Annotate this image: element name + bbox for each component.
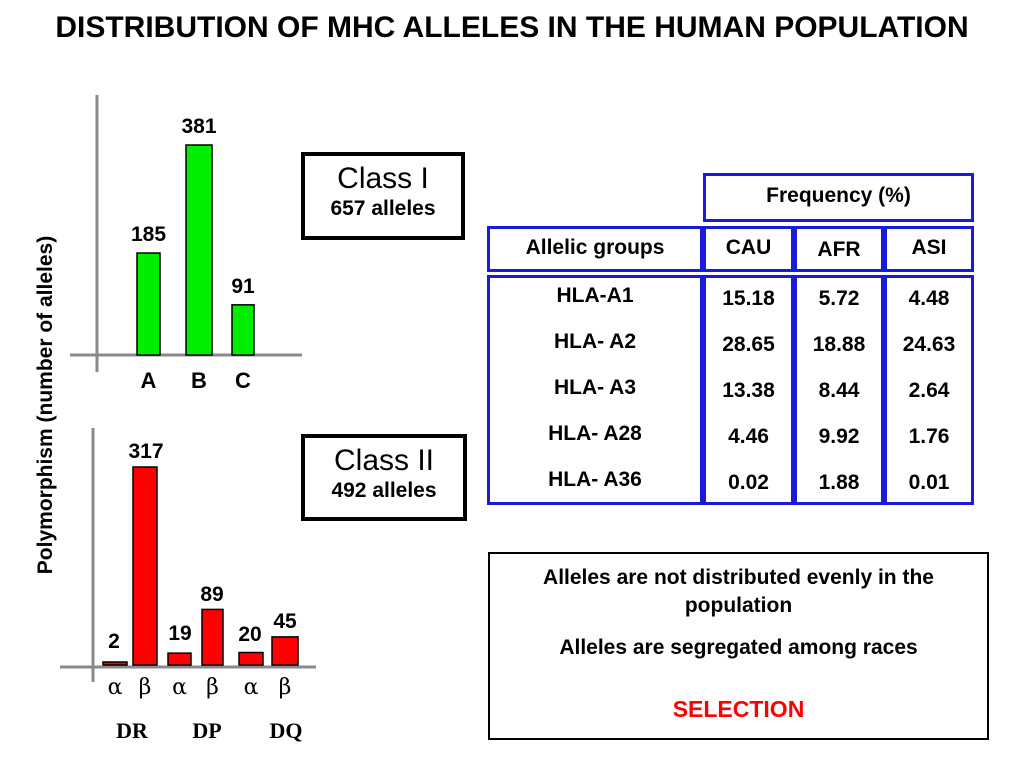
column-header-asi: ASI [911,236,947,259]
table-cell-cau: 28.65 [722,333,775,356]
bar-class2-4 [201,608,224,666]
table-cell-allelic-group: HLA- A2 [553,330,637,353]
data-label-class2-4: 89 [200,583,223,606]
header-cau-cell [703,226,794,272]
page-title: DISTRIBUTION OF MHC ALLELES IN THE HUMAN… [55,11,969,44]
note-segregated-races: Alleles are segregated among races [559,636,918,659]
table-cell-allelic-group: HLA- A28 [548,422,642,445]
notes-box: Alleles are not distributed evenly in th… [488,552,989,740]
data-label-class1-a: 185 [131,223,166,246]
table-cell-afr: 1.88 [818,471,860,494]
bar-class2-6 [271,636,299,666]
body-allelic-cell [487,275,703,505]
data-label-class2-6: 45 [273,610,297,633]
table-cell-asi: 4.48 [908,287,950,310]
table-cell-afr: 18.88 [812,333,866,356]
frequency-header-cell [703,173,974,222]
group-label-dp: DP [192,718,221,743]
table-cell-allelic-group: HLA- A3 [553,376,637,399]
bar-class2-3 [167,652,192,666]
table-cell-afr: 5.72 [818,287,860,310]
table-cell-asi: 1.76 [908,425,950,448]
tick-label-class2-6: β [279,675,292,700]
table-cell-asi: 24.63 [902,333,956,356]
header-allelic-cell [487,226,703,272]
table-cell-asi: 2.64 [908,379,950,402]
data-label-class1-c: 91 [231,275,255,298]
group-label-dq: DQ [270,718,303,743]
header-afr-cell [794,226,884,272]
table-cell-asi: 0.01 [908,471,950,494]
data-label-class2-2: 317 [128,440,163,463]
data-label-class2-3: 19 [168,622,191,645]
bar-class1-b [185,144,213,356]
tick-label-class2-1: α [108,675,123,700]
tick-label-class2-5: α [244,675,259,700]
table-cell-allelic-group: HLA-A1 [556,284,634,307]
tick-label-class1-b: B [191,368,207,393]
column-header-afr: AFR [817,238,861,261]
class1-subtitle: 657 alleles [330,197,436,220]
tick-label-class2-4: β [206,675,219,700]
bar-class2-5 [238,651,264,666]
class2-box: Class II 492 alleles [301,434,467,521]
table-cell-cau: 0.02 [728,471,769,494]
frequency-header: Frequency (%) [766,184,911,207]
bar-class2-1 [102,661,128,666]
body-afr-cell [794,275,884,505]
tick-label-class2-3: α [172,675,187,700]
tick-label-class1-c: C [235,368,251,393]
group-label-dr: DR [116,718,149,743]
tick-label-class2-2: β [139,675,152,700]
class1-title: Class I [337,162,429,195]
table-cell-cau: 13.38 [722,379,775,402]
table-cell-cau: 4.46 [728,425,769,448]
bar-class1-a [136,252,161,356]
tick-label-class1-a: A [141,368,157,393]
data-label-class2-1: 2 [108,630,120,653]
table-cell-afr: 8.44 [818,379,860,402]
table-cell-cau: 15.18 [722,287,775,310]
header-asi-cell [884,226,974,272]
class1-box: Class I 657 alleles [301,152,465,240]
body-cau-cell [703,275,794,505]
class2-title: Class II [333,444,435,477]
bar-class2-2 [132,466,158,666]
column-header-cau: CAU [725,236,772,259]
table-cell-allelic-group: HLA- A36 [548,468,642,491]
class2-subtitle: 492 alleles [331,479,437,502]
column-header-allelic-groups: Allelic groups [525,236,665,259]
note-uneven-distribution: Alleles are not distributed evenly in th… [543,566,934,617]
selection-label: SELECTION [672,696,805,722]
bar-class1-c [231,304,255,356]
data-label-class2-5: 20 [238,623,261,646]
data-label-class1-b: 381 [181,115,216,138]
body-asi-cell [884,275,974,505]
table-cell-afr: 9.92 [818,425,860,448]
